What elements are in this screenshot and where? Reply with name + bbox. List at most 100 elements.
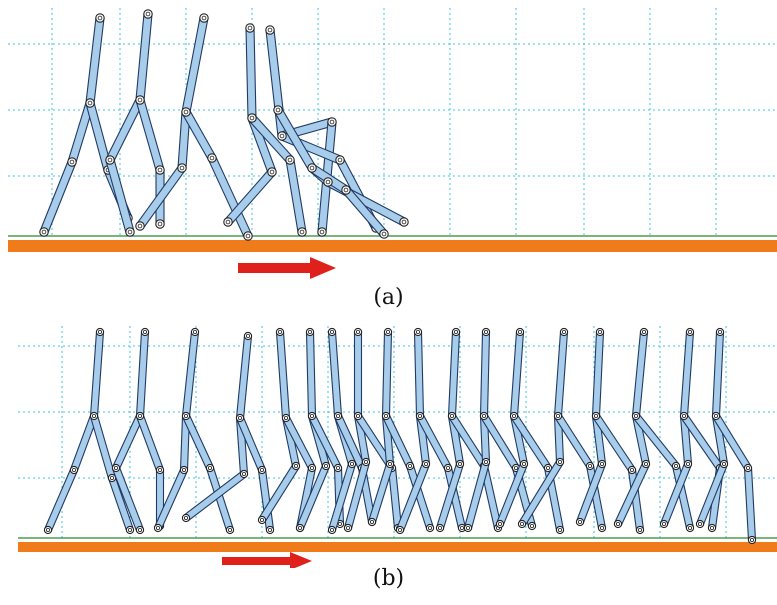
joint-marker-core bbox=[237, 415, 243, 421]
joint-marker-core bbox=[599, 525, 605, 531]
joint-marker-core bbox=[247, 25, 253, 31]
joint-marker-core bbox=[641, 329, 647, 335]
joint-marker bbox=[225, 525, 235, 535]
joint-marker-core bbox=[577, 519, 583, 525]
joint-marker-core bbox=[201, 15, 207, 21]
walker-pose bbox=[367, 327, 435, 533]
joint-marker-core bbox=[287, 157, 293, 163]
joint-marker bbox=[383, 327, 393, 337]
joint-marker-core bbox=[529, 523, 535, 529]
joint-marker-core bbox=[41, 229, 47, 235]
joint-marker-core bbox=[157, 167, 163, 173]
joint-marker bbox=[125, 227, 135, 237]
joint-marker-core bbox=[113, 465, 119, 471]
joint-marker-core bbox=[417, 413, 423, 419]
joint-marker bbox=[181, 107, 191, 117]
joint-marker-core bbox=[697, 521, 703, 527]
joint-marker bbox=[421, 459, 431, 469]
joint-marker bbox=[327, 525, 337, 535]
joint-marker bbox=[295, 523, 305, 533]
joint-marker-core bbox=[319, 229, 325, 235]
joint-marker bbox=[353, 411, 363, 421]
walker-pose bbox=[575, 327, 645, 535]
panel-a-canvas bbox=[8, 8, 777, 279]
joint-marker-core bbox=[137, 223, 143, 229]
joint-marker bbox=[323, 177, 333, 187]
joint-marker-core bbox=[445, 465, 451, 471]
joint-marker bbox=[257, 465, 267, 475]
joint-marker bbox=[333, 463, 343, 473]
joint-marker bbox=[343, 523, 353, 533]
joint-marker-core bbox=[745, 465, 751, 471]
joint-marker-core bbox=[363, 459, 369, 465]
joint-marker bbox=[659, 519, 669, 529]
panel-b-direction-arrow bbox=[222, 552, 312, 568]
joint-marker-core bbox=[329, 527, 335, 533]
joint-marker bbox=[39, 227, 49, 237]
joint-marker-core bbox=[629, 467, 635, 473]
joint-marker-core bbox=[673, 463, 679, 469]
walker-pose bbox=[181, 331, 275, 535]
joint-marker-core bbox=[521, 461, 527, 467]
leg-segment bbox=[553, 331, 569, 417]
joint-marker bbox=[125, 525, 135, 535]
joint-marker bbox=[265, 25, 275, 35]
joint-marker-core bbox=[709, 525, 715, 531]
joint-marker bbox=[555, 457, 565, 467]
joint-marker-core bbox=[615, 521, 621, 527]
joint-marker bbox=[613, 519, 623, 529]
joint-marker-core bbox=[355, 329, 361, 335]
joint-marker-core bbox=[437, 525, 443, 531]
joint-marker bbox=[207, 153, 217, 163]
joint-marker-core bbox=[97, 329, 103, 335]
panel-a bbox=[0, 0, 777, 285]
walker-pose bbox=[105, 9, 165, 237]
joint-marker bbox=[307, 463, 317, 473]
joint-marker-core bbox=[557, 527, 563, 533]
joint-marker bbox=[367, 517, 377, 527]
panel-b-ground bbox=[18, 542, 777, 552]
joint-marker-core bbox=[241, 471, 247, 477]
joint-marker-core bbox=[309, 165, 315, 171]
joint-marker bbox=[443, 463, 453, 473]
joint-marker-core bbox=[349, 461, 355, 467]
joint-marker-core bbox=[415, 329, 421, 335]
joint-marker-core bbox=[137, 413, 143, 419]
leg-segment bbox=[305, 331, 317, 417]
joint-marker bbox=[105, 155, 115, 165]
joint-marker bbox=[711, 411, 721, 421]
joint-marker bbox=[479, 411, 489, 421]
joint-marker-core bbox=[345, 525, 351, 531]
joint-marker bbox=[519, 459, 529, 469]
joint-marker-core bbox=[309, 465, 315, 471]
joint-marker bbox=[517, 519, 527, 529]
walker-pose bbox=[695, 327, 757, 545]
walker-pose bbox=[111, 327, 165, 535]
joint-marker-core bbox=[323, 463, 329, 469]
joint-marker bbox=[95, 327, 105, 337]
joint-marker bbox=[275, 327, 285, 337]
joint-marker bbox=[515, 327, 525, 337]
joint-marker bbox=[435, 523, 445, 533]
joint-marker-core bbox=[183, 413, 189, 419]
joint-marker-core bbox=[561, 329, 567, 335]
joint-marker bbox=[341, 185, 351, 195]
joint-marker bbox=[481, 327, 491, 337]
joint-marker-core bbox=[643, 461, 649, 467]
joint-marker-core bbox=[127, 229, 133, 235]
joint-marker-core bbox=[483, 329, 489, 335]
joint-marker bbox=[361, 457, 371, 467]
joint-marker bbox=[140, 327, 150, 337]
joint-marker bbox=[317, 227, 327, 237]
panel-a-walker-sequence bbox=[39, 9, 409, 241]
joint-marker-core bbox=[483, 459, 489, 465]
joint-marker-core bbox=[245, 233, 251, 239]
joint-marker-core bbox=[717, 329, 723, 335]
joint-marker-core bbox=[453, 329, 459, 335]
joint-marker-core bbox=[337, 521, 343, 527]
joint-marker bbox=[585, 461, 595, 471]
joint-marker-core bbox=[337, 157, 343, 163]
joint-marker-core bbox=[259, 517, 265, 523]
joint-marker bbox=[223, 217, 233, 227]
leg-segment bbox=[275, 331, 291, 419]
